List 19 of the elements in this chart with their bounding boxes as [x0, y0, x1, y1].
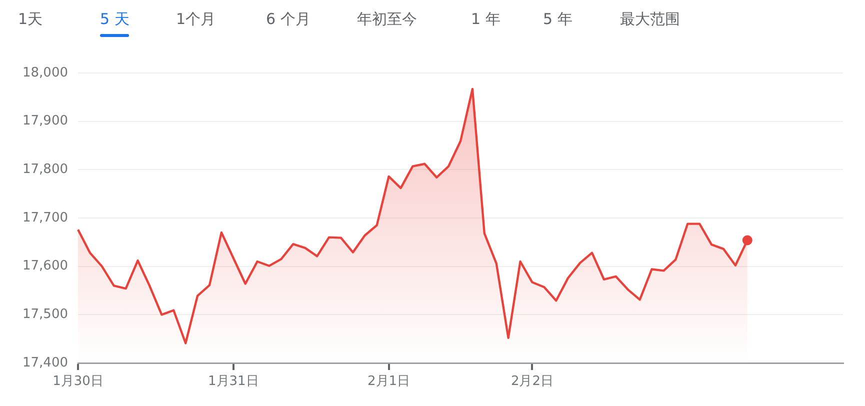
y-tick-label: 18,000: [22, 65, 68, 80]
text: 1 年: [471, 10, 500, 29]
y-tick-label: 17,600: [22, 258, 68, 274]
y-tick-label: 17,700: [22, 210, 68, 226]
y-tick-label: 17,500: [22, 307, 68, 322]
text: 1天: [18, 10, 43, 29]
x-tick-label: 1月31日: [208, 374, 259, 390]
x-tick-label: 2月1日: [368, 374, 410, 390]
y-tick-label: 17,900: [22, 114, 68, 129]
text: 5 天: [100, 10, 130, 29]
y-tick-label: 17,800: [22, 162, 68, 178]
text: 6 个月: [266, 10, 310, 29]
y-tick-label: 17,400: [22, 355, 68, 370]
text: 年初至今: [357, 10, 417, 29]
text: 5 年: [543, 10, 572, 29]
text: 1个月: [176, 10, 216, 29]
text: 最大范围: [620, 10, 680, 29]
x-tick-label: 1月30日: [52, 374, 104, 390]
x-tick-label: 2月2日: [510, 374, 554, 390]
